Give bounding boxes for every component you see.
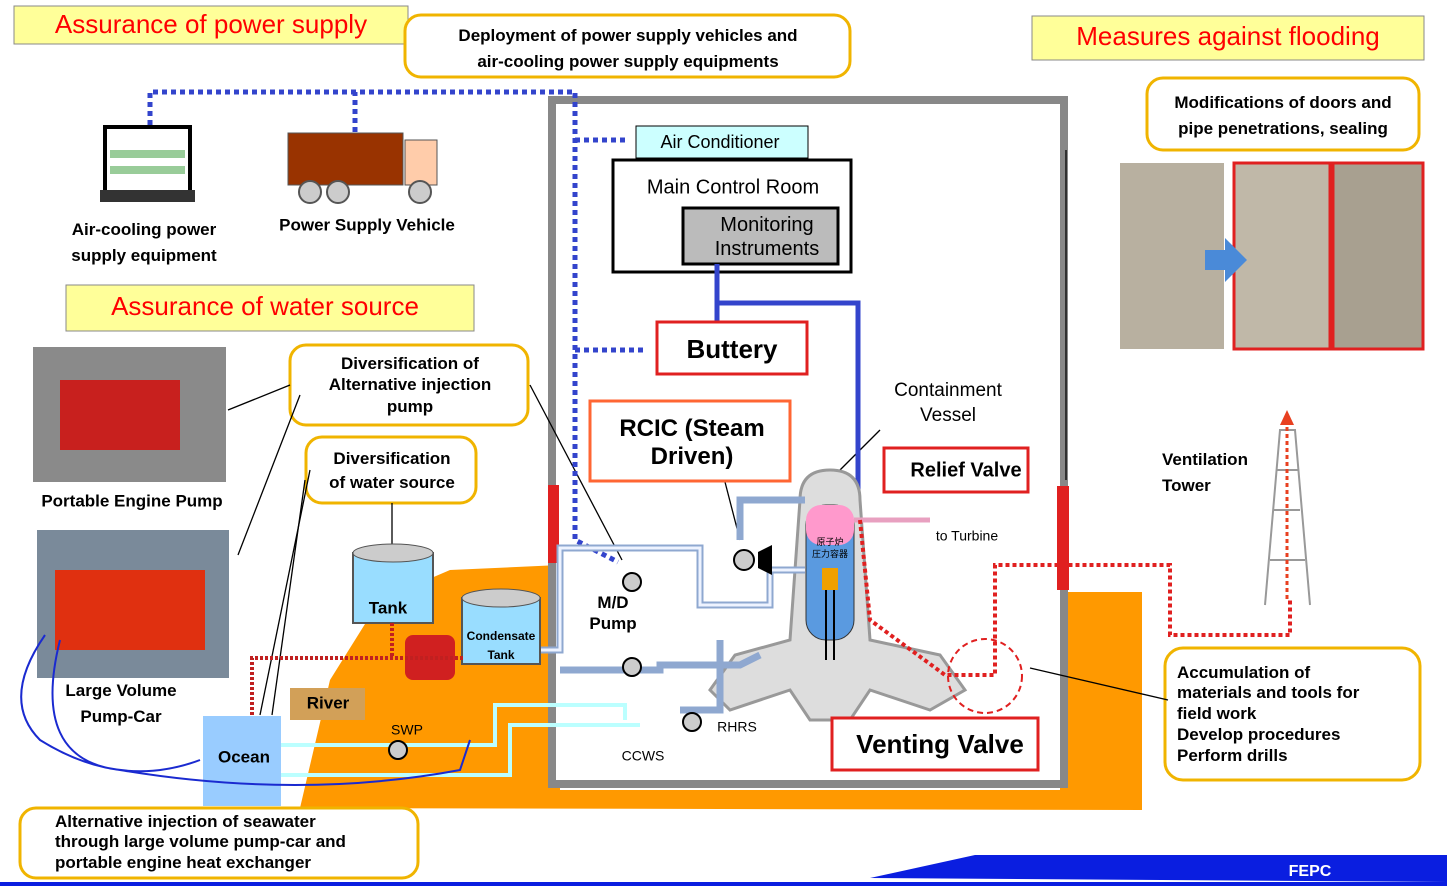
- text-line: of water source: [329, 473, 455, 492]
- text-line: RCIC (Steam: [619, 415, 764, 442]
- text-line: pump: [387, 397, 433, 416]
- photo: [55, 570, 205, 650]
- text-line: through large volume pump-car and: [55, 832, 346, 851]
- truck: [288, 133, 403, 185]
- pump: [623, 658, 641, 676]
- tank-top: [462, 589, 540, 607]
- label: Main Control Room: [647, 176, 819, 198]
- label: to Turbine: [936, 528, 998, 544]
- text-line: Deployment of power supply vehicles and: [458, 26, 797, 45]
- header: Measures against flooding: [1076, 21, 1380, 51]
- text-line: pipe penetrations, sealing: [1178, 119, 1388, 138]
- pump: [683, 713, 701, 731]
- truck-wheel: [299, 181, 321, 203]
- label: Air-cooling power supply equipment: [71, 220, 217, 265]
- text-line: field work: [1177, 704, 1257, 723]
- shape: [238, 395, 300, 555]
- text-line: M/D: [597, 593, 628, 612]
- text-line: Pump: [589, 614, 636, 633]
- label: Portable Engine Pump: [41, 491, 222, 510]
- label: Buttery: [686, 334, 778, 364]
- text-line: Monitoring: [720, 214, 813, 236]
- text-line: Ventilation: [1162, 450, 1248, 469]
- diagram: Assurance of power supply Measures again…: [0, 0, 1447, 886]
- text-line: materials and tools for: [1177, 683, 1360, 702]
- text-line: Perform drills: [1177, 746, 1288, 765]
- header: Assurance of power supply: [55, 9, 367, 39]
- shape: [272, 480, 305, 715]
- footer-bar: [870, 855, 1447, 882]
- text-line: Large Volume: [65, 681, 176, 700]
- text-line: Vessel: [920, 405, 976, 426]
- shape: [260, 470, 310, 715]
- text-line: Air-cooling power: [72, 220, 217, 239]
- air-cooling-unit: [100, 190, 195, 202]
- label: Power Supply Vehicle: [279, 215, 455, 234]
- label: SWP: [391, 722, 423, 738]
- fuel: [822, 568, 838, 590]
- text-line: 圧力容器: [812, 548, 848, 559]
- text-line: Driven): [651, 443, 734, 470]
- truck-wheel: [327, 181, 349, 203]
- text-line: Diversification: [333, 449, 450, 468]
- label: Air Conditioner: [660, 132, 779, 152]
- callout: [306, 437, 476, 503]
- text-line: Develop procedures: [1177, 725, 1340, 744]
- label: RHRS: [717, 719, 757, 735]
- text-line: Alternative injection: [329, 375, 491, 394]
- pump: [623, 573, 641, 591]
- photo: [1333, 163, 1423, 349]
- air-cooling-unit: [110, 166, 185, 174]
- label: River: [307, 693, 350, 712]
- text-line: Pump-Car: [80, 707, 162, 726]
- text-line: Containment: [894, 380, 1002, 401]
- label: CCWS: [622, 748, 665, 764]
- text-line: Tank: [487, 648, 514, 662]
- truck: [405, 140, 437, 185]
- label: Ventilation Tower: [1162, 450, 1248, 495]
- text-line: Condensate: [467, 629, 536, 643]
- text-line: portable engine heat exchanger: [55, 853, 311, 872]
- label: Ocean: [218, 747, 270, 766]
- shape: [228, 385, 290, 410]
- label: Tank: [369, 598, 408, 617]
- text-line: Modifications of doors and: [1174, 93, 1391, 112]
- air-cooling-unit: [110, 150, 185, 158]
- text-line: Tower: [1162, 476, 1211, 495]
- pump: [389, 741, 407, 759]
- photo: [60, 380, 180, 450]
- pump: [734, 550, 754, 570]
- footer-text: FEPC: [1289, 863, 1332, 880]
- tank-top: [353, 544, 433, 562]
- text-line: air-cooling power supply equipments: [477, 52, 778, 71]
- header: Assurance of water source: [111, 291, 419, 321]
- text-line: Instruments: [715, 238, 819, 260]
- text-line: supply equipment: [71, 246, 217, 265]
- label: Relief Valve: [910, 459, 1021, 481]
- photo: [1234, 163, 1330, 349]
- arrow: [1280, 410, 1294, 425]
- flood-door: [1057, 486, 1069, 590]
- label: Large Volume Pump-Car: [65, 681, 176, 726]
- text-line: 原子炉: [816, 536, 843, 547]
- truck-wheel: [409, 181, 431, 203]
- label: Venting Valve: [856, 729, 1024, 759]
- text-line: Accumulation of: [1177, 663, 1311, 682]
- footer-line: [0, 882, 1447, 886]
- text-line: Diversification of: [341, 354, 479, 373]
- text-line: Alternative injection of seawater: [55, 812, 316, 831]
- callout: [1147, 78, 1419, 150]
- air-cooling-unit: [105, 127, 190, 192]
